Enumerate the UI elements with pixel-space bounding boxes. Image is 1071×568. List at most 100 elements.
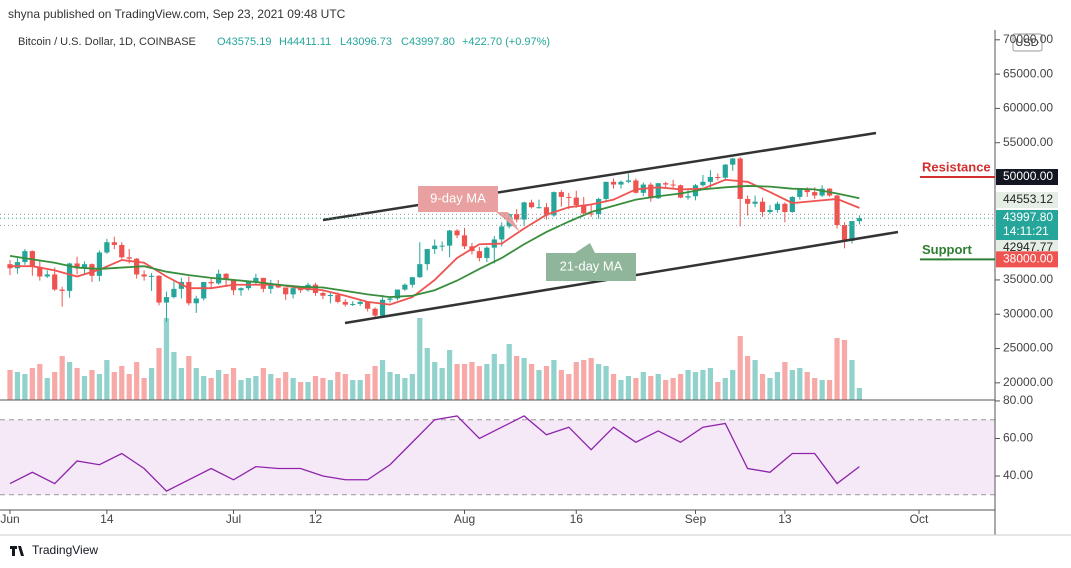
candle-body [573, 197, 579, 206]
candle-body [618, 181, 624, 185]
candle-body [394, 289, 401, 299]
candle-body [342, 301, 348, 305]
volume-bar [603, 366, 609, 400]
rsi-tick-label: 60.00 [1003, 431, 1033, 445]
candle-body [484, 247, 490, 258]
volume-bar [350, 380, 356, 400]
x-tick-label: Oct [910, 512, 929, 526]
volume-bar [759, 374, 766, 400]
candle-body [148, 275, 155, 277]
volume-bar [327, 380, 333, 400]
volume-bar [387, 372, 393, 400]
volume-bar [44, 378, 50, 400]
ma21-callout [546, 243, 636, 281]
volume-bar [588, 358, 594, 400]
candle-body [439, 245, 445, 247]
y-tick-label: 30000.00 [1003, 306, 1053, 320]
currency[interactable]: USD [1015, 37, 1038, 49]
candle-body [789, 196, 795, 213]
volume-bar [618, 380, 624, 400]
volume-bar [245, 378, 252, 400]
volume-bar [774, 372, 781, 400]
level-tag [996, 251, 1058, 268]
ma21-label: 21-day MA [560, 258, 623, 273]
volume-bar [633, 378, 639, 400]
volume-bar [104, 360, 110, 400]
x-tick-label: 13 [778, 512, 792, 526]
volume-bar [439, 368, 445, 400]
candle-body [856, 218, 863, 222]
candle-body [320, 292, 326, 296]
volume-bar [37, 364, 43, 400]
volume-bar [446, 350, 453, 400]
currency-box[interactable] [1012, 33, 1043, 52]
volume-bar [819, 380, 825, 400]
candle-body [849, 221, 855, 241]
y-tick-label: 60000.00 [1003, 101, 1053, 115]
y-tick-label: 55000.00 [1003, 135, 1053, 149]
volume-bar [506, 344, 512, 400]
volume-bar [74, 368, 80, 400]
volume-bar [752, 360, 758, 400]
volume-bar [677, 374, 684, 400]
volume-bar [417, 318, 423, 400]
volume-bar [89, 370, 95, 400]
level-name: Support [922, 242, 972, 257]
candle-body [797, 189, 803, 197]
candle-body [730, 158, 736, 165]
candle-body [186, 281, 192, 304]
volume-bar [610, 374, 617, 400]
candle-body [387, 298, 393, 300]
x-tick-label: Jul [226, 512, 241, 526]
candle-body [759, 201, 766, 213]
volume-bar [216, 370, 222, 400]
candle-body [297, 288, 304, 291]
candle-body [275, 285, 281, 288]
volume-bar [126, 374, 132, 400]
channel-upper [322, 131, 877, 222]
volume-bar [59, 356, 65, 400]
volume-bar [543, 366, 550, 400]
candle-body [677, 185, 684, 198]
volume-bar [394, 374, 401, 400]
candle-body [663, 183, 669, 185]
x-tick-label: Sep [685, 512, 707, 526]
candle-body [283, 287, 289, 295]
volume-bar [268, 374, 274, 400]
volume-bar [476, 366, 483, 400]
volume-bar [365, 374, 371, 400]
y-tick-label: 70000.00 [1003, 32, 1053, 46]
volume-bar [178, 368, 184, 400]
x-tick-label: 14 [100, 512, 114, 526]
volume-bar [342, 374, 348, 400]
volume-bar [640, 372, 646, 400]
candle-body [476, 251, 483, 258]
candle-body [59, 289, 65, 291]
volume-bar [491, 354, 497, 400]
candle-body [171, 288, 177, 298]
candle-body [700, 181, 706, 186]
candle-body [633, 180, 639, 193]
candle-body [22, 251, 28, 263]
volume-bar [521, 358, 527, 400]
candle-body [543, 207, 550, 216]
candle-body [178, 281, 184, 289]
volume-bar [573, 362, 579, 400]
candle-body [432, 245, 438, 250]
x-tick-label: Aug [454, 512, 475, 526]
volume-bar [230, 368, 237, 400]
volume-bar [648, 376, 654, 400]
volume-bar [856, 388, 863, 400]
volume-bar [14, 372, 21, 400]
volume-bar [290, 378, 296, 400]
price-pane [0, 39, 1000, 514]
candle-body [685, 196, 691, 198]
brand: TradingView [32, 543, 98, 557]
candle-body [290, 288, 296, 295]
rsi-tick-label: 40.00 [1003, 468, 1033, 482]
y-tick-label: 25000.00 [1003, 341, 1053, 355]
price-tag [996, 210, 1058, 240]
candle-body [528, 202, 535, 208]
countdown: 14:11:21 [1003, 224, 1049, 238]
